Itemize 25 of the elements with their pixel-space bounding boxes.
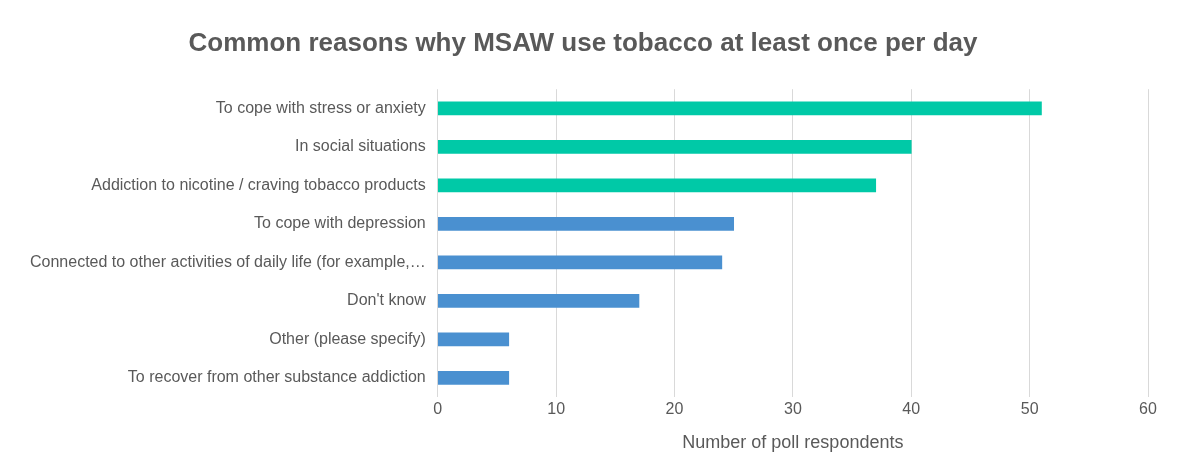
y-tick-label: To recover from other substance addiction: [127, 368, 426, 386]
bar: [437, 178, 877, 193]
x-tick-label: 20: [665, 400, 684, 418]
y-tick-label: Connected to other activities of daily life (for example,…: [29, 252, 426, 270]
y-tick-label: To cope with stress or anxiety: [215, 98, 426, 116]
x-tick-label: 40: [902, 400, 921, 418]
x-tick-label: 50: [1020, 400, 1039, 418]
x-tick-label: 0: [433, 400, 443, 418]
y-tick-label: Addiction to nicotine / craving tobacco products: [91, 175, 426, 193]
x-tick-label: 60: [1139, 400, 1157, 418]
bar: [437, 294, 640, 308]
bar: [437, 371, 510, 385]
bar: [437, 140, 912, 154]
bar: [437, 332, 510, 347]
y-tick-label: To cope with depression: [254, 214, 426, 232]
chart-title: Common reasons why MSAW use tobacco at least once per day: [188, 26, 978, 57]
bar: [437, 217, 735, 231]
bar: [437, 255, 723, 270]
y-tick-label: Don't know: [347, 291, 427, 309]
x-tick-label: 10: [547, 400, 566, 418]
x-tick-label: 30: [783, 400, 802, 418]
bar: [437, 101, 1042, 116]
x-axis-title: Number of poll respondents: [682, 432, 904, 453]
y-tick-label: Other (please specify): [269, 329, 426, 347]
y-tick-label: In social situations: [295, 137, 426, 155]
